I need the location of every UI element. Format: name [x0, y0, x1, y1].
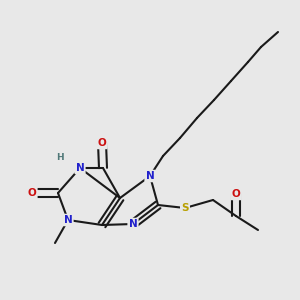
Text: N: N: [64, 215, 72, 225]
Text: N: N: [146, 171, 154, 181]
Text: N: N: [76, 163, 84, 173]
Text: S: S: [181, 203, 189, 213]
Text: N: N: [129, 219, 137, 229]
Text: O: O: [232, 189, 240, 199]
Text: O: O: [28, 188, 36, 198]
Text: H: H: [56, 152, 64, 161]
Text: O: O: [98, 138, 106, 148]
